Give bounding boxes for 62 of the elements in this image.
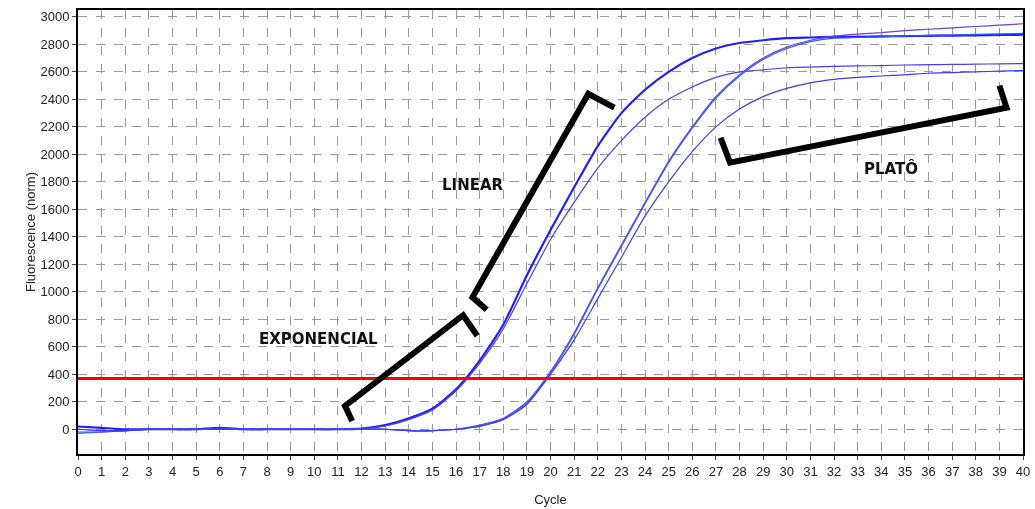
y-tick-label: 200 xyxy=(47,394,70,410)
y-tick-label: 2200 xyxy=(40,119,70,135)
x-tick-label: 37 xyxy=(944,463,960,479)
x-tick-label: 6 xyxy=(216,463,224,479)
x-tick-label: 33 xyxy=(850,463,865,479)
x-tick-label: 9 xyxy=(287,463,295,479)
y-tick-label: 1400 xyxy=(40,229,70,245)
y-tick-label: 1200 xyxy=(40,256,70,272)
y-tick-label: 800 xyxy=(47,311,70,327)
x-tick-label: 32 xyxy=(826,463,842,479)
y-tick-label: 0 xyxy=(62,421,70,437)
x-tick-label: 28 xyxy=(732,463,747,479)
y-tick-label: 1600 xyxy=(40,201,70,217)
y-tick-label: 3000 xyxy=(40,9,70,25)
x-tick-label: 23 xyxy=(614,463,629,479)
x-tick-label: 1 xyxy=(98,463,106,479)
x-tick-label: 13 xyxy=(377,463,393,479)
annotation: EXPONENCIAL xyxy=(259,330,379,348)
x-tick-label: 36 xyxy=(921,463,936,479)
y-tick-label: 2800 xyxy=(40,36,70,52)
x-tick-label: 21 xyxy=(566,463,582,479)
x-tick-label: 26 xyxy=(685,463,700,479)
x-tick-label: 18 xyxy=(496,463,511,479)
y-tick-label: 1800 xyxy=(40,174,70,190)
x-tick-label: 34 xyxy=(874,463,889,479)
x-tick-label: 3 xyxy=(145,463,153,479)
x-tick-label: 39 xyxy=(992,463,1007,479)
x-tick-label: 5 xyxy=(192,463,200,479)
x-tick-label: 14 xyxy=(401,463,416,479)
x-axis-title: Cycle xyxy=(534,492,567,507)
x-tick-label: 7 xyxy=(239,463,247,479)
x-tick-label: 16 xyxy=(448,463,464,479)
x-tick-label: 40 xyxy=(1015,463,1031,479)
x-tick-label: 12 xyxy=(354,463,369,479)
x-tick-label: 4 xyxy=(168,463,177,479)
x-tick-label: 17 xyxy=(472,463,487,479)
x-tick-label: 30 xyxy=(779,463,794,479)
y-tick-label: 1000 xyxy=(40,284,70,300)
x-tick-label: 8 xyxy=(263,463,271,479)
x-tick-label: 25 xyxy=(661,463,676,479)
y-tick-label: 400 xyxy=(47,366,70,382)
x-tick-label: 27 xyxy=(708,463,724,479)
x-tick-label: 10 xyxy=(307,463,322,479)
y-tick-label: 2400 xyxy=(40,91,70,107)
x-tick-label: 35 xyxy=(897,463,913,479)
x-tick-label: 0 xyxy=(74,463,82,479)
y-tick-label: 600 xyxy=(47,339,70,355)
x-tick-label: 19 xyxy=(519,463,535,479)
y-tick-label: 2600 xyxy=(40,64,70,80)
x-tick-label: 15 xyxy=(425,463,440,479)
x-tick-label: 31 xyxy=(803,463,818,479)
annotation: PLATÔ xyxy=(864,159,918,178)
annotation: LINEAR xyxy=(442,176,504,194)
y-axis-title: Fluorescence (norm) xyxy=(23,172,39,292)
x-tick-label: 22 xyxy=(590,463,605,479)
y-tick-label: 2000 xyxy=(40,146,70,162)
x-tick-label: 20 xyxy=(543,463,558,479)
x-tick-label: 11 xyxy=(331,463,345,479)
x-tick-label: 38 xyxy=(968,463,983,479)
x-tick-label: 2 xyxy=(121,463,129,479)
x-tick-label: 24 xyxy=(637,463,653,479)
x-tick-label: 29 xyxy=(755,463,771,479)
